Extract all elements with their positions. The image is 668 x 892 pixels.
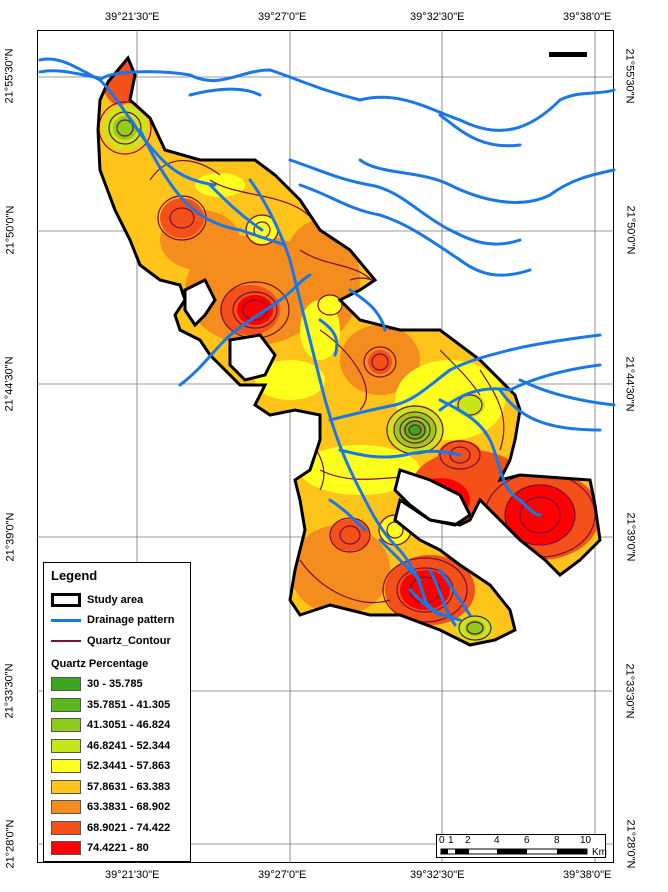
quartz-contours <box>98 101 596 641</box>
legend-title: Legend <box>51 568 98 583</box>
legend-row-contour: Quartz_Contour <box>51 635 171 647</box>
legend-class-row: 63.3831 - 68.902 <box>51 800 170 814</box>
scale-bar-graphic <box>440 848 588 855</box>
scale-tick-6: 10 <box>580 835 592 846</box>
coord-top-4: 39°38'0"E <box>563 11 612 23</box>
map-legend: Legend Study area Drainage pattern Quart… <box>43 562 191 862</box>
coord-top-3: 39°32'30"E <box>410 11 465 23</box>
legend-class-swatch <box>51 759 81 773</box>
study-area-symbol <box>51 593 81 607</box>
coord-bottom-2: 39°27'0"E <box>258 869 307 881</box>
legend-class-row: 52.3441 - 57.863 <box>51 759 170 773</box>
scale-indicator-bar <box>549 52 587 57</box>
legend-class-row: 30 - 35.785 <box>51 677 143 691</box>
scale-tick-3: 4 <box>494 835 500 846</box>
scale-tick-0: 0 <box>439 835 445 846</box>
legend-class-swatch <box>51 820 81 835</box>
scale-bar: 0 1 2 4 6 8 10 Km <box>436 834 607 858</box>
legend-study-area-label: Study area <box>87 594 144 606</box>
legend-row-drainage: Drainage pattern <box>51 614 174 626</box>
study-area-holes <box>183 277 472 527</box>
legend-class-label: 57.8631 - 63.383 <box>87 780 171 793</box>
scale-unit: Km <box>592 847 607 858</box>
legend-class-swatch <box>51 697 81 712</box>
legend-classes-title: Quartz Percentage <box>51 658 149 670</box>
legend-contour-label: Quartz_Contour <box>87 635 171 647</box>
legend-class-swatch <box>51 800 81 814</box>
scale-tick-4: 6 <box>524 835 530 846</box>
legend-class-label: 46.8241 - 52.344 <box>87 739 171 752</box>
legend-class-row: 41.3051 - 46.824 <box>51 718 170 732</box>
legend-class-row: 46.8241 - 52.344 <box>51 738 171 753</box>
legend-drainage-label: Drainage pattern <box>87 614 175 626</box>
legend-class-row: 68.9021 - 74.422 <box>51 820 171 835</box>
legend-class-swatch <box>51 779 81 794</box>
study-area-boundary <box>96 55 602 647</box>
coord-top-2: 39°27'0"E <box>258 11 307 23</box>
legend-class-label: 74.4221 - 80 <box>87 842 149 854</box>
legend-class-label: 41.3051 - 46.824 <box>87 719 171 731</box>
drainage-symbol <box>51 618 81 622</box>
legend-class-label: 68.9021 - 74.422 <box>87 821 171 834</box>
legend-class-label: 52.3441 - 57.863 <box>87 760 171 772</box>
legend-class-swatch <box>51 738 81 753</box>
coord-bottom-1: 39°21'30"E <box>105 869 160 881</box>
legend-class-label: 30 - 35.785 <box>87 678 143 690</box>
legend-class-row: 35.7851 - 41.305 <box>51 697 171 712</box>
coord-bottom-4: 39°38'0"E <box>563 869 612 881</box>
scale-tick-1: 1 <box>448 835 454 846</box>
legend-class-swatch <box>51 718 81 732</box>
coord-bottom-3: 39°32'30"E <box>410 869 465 881</box>
legend-class-label: 63.3831 - 68.902 <box>87 801 171 813</box>
legend-row-study-area: Study area <box>51 593 143 607</box>
legend-class-swatch <box>51 841 81 855</box>
legend-class-swatch <box>51 677 81 691</box>
legend-class-row: 74.4221 - 80 <box>51 841 149 855</box>
drainage-network <box>38 57 616 627</box>
coord-top-1: 39°21'30"E <box>105 11 160 23</box>
legend-class-row: 57.8631 - 63.383 <box>51 779 171 794</box>
scale-tick-2: 2 <box>465 835 471 846</box>
legend-class-label: 35.7851 - 41.305 <box>87 698 171 711</box>
contour-symbol <box>51 640 81 642</box>
scale-tick-5: 8 <box>554 835 560 846</box>
